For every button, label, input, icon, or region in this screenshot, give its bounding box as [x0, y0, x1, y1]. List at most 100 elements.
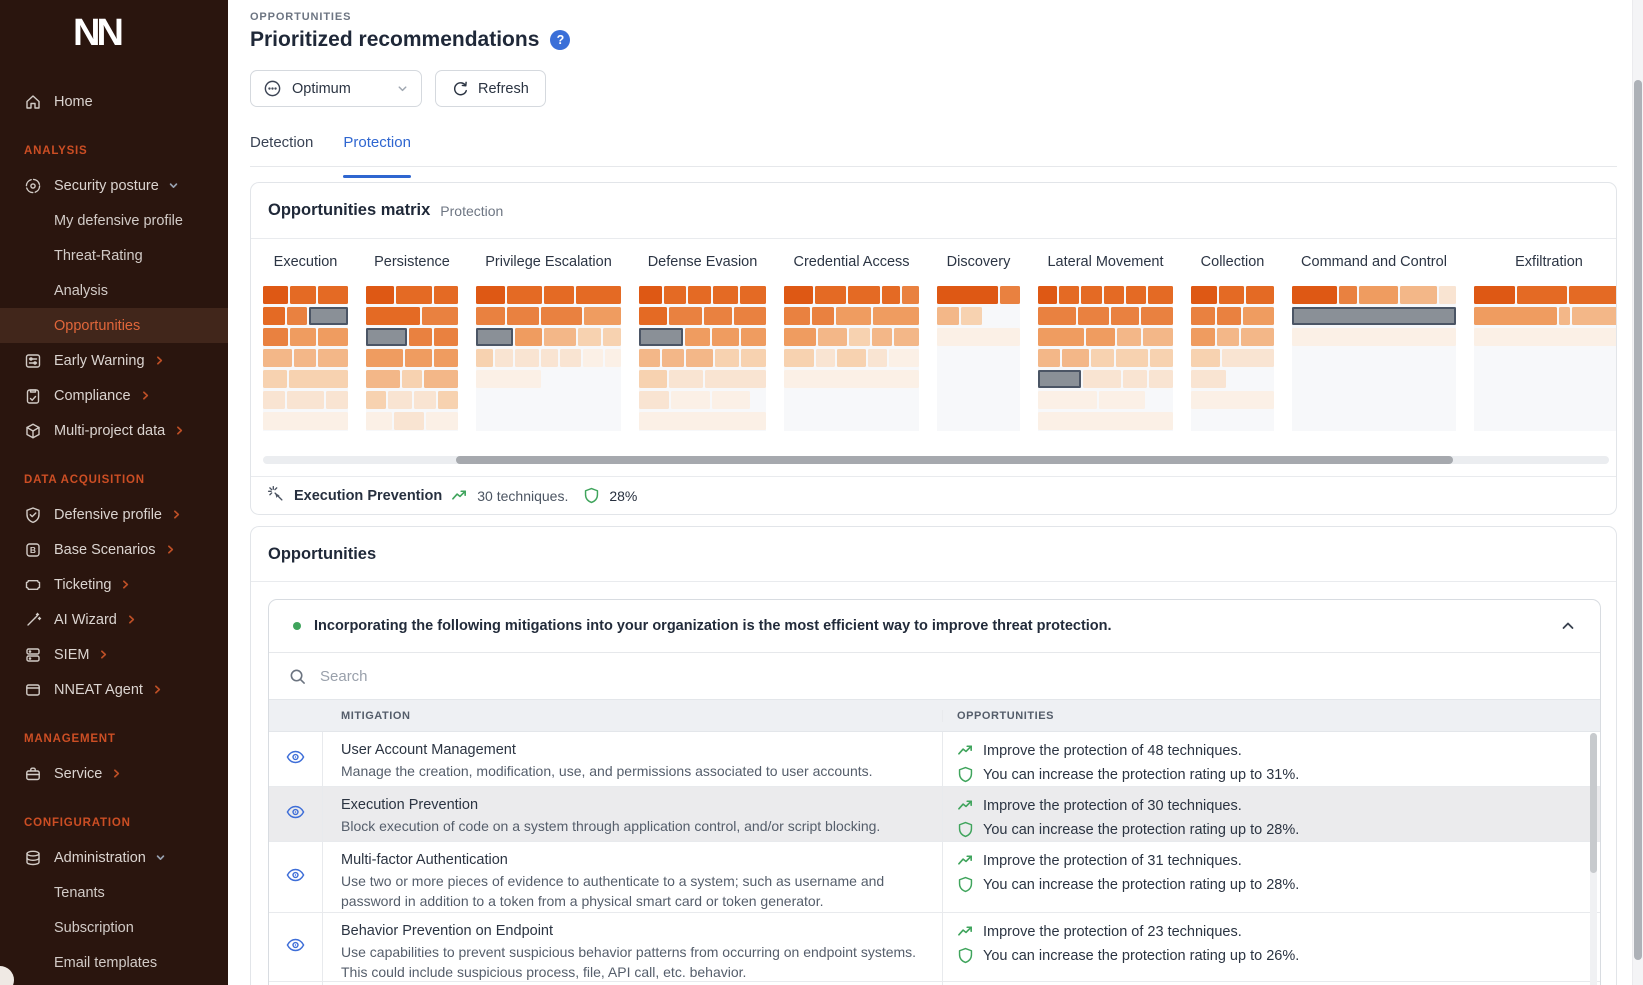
matrix-cell[interactable] [366, 307, 420, 325]
matrix-cell[interactable] [894, 328, 919, 346]
matrix-cell[interactable] [1517, 286, 1567, 304]
sidebar-item-early-warning[interactable]: Early Warning [0, 343, 228, 378]
matrix-cell[interactable] [559, 349, 581, 367]
sidebar-item-analysis[interactable]: Analysis [0, 273, 228, 308]
matrix-cell[interactable] [1217, 328, 1239, 346]
matrix-cell[interactable] [1090, 349, 1115, 367]
mitigation-row-behavior-prevention-on-endpoint[interactable]: Behavior Prevention on Endpoint Use capab… [269, 913, 1600, 982]
matrix-cell[interactable] [317, 286, 348, 304]
matrix-cell[interactable] [290, 286, 316, 304]
matrix-cell[interactable] [847, 286, 881, 304]
matrix-cell[interactable] [888, 349, 919, 367]
table-vertical-scrollbar[interactable] [1590, 733, 1597, 985]
matrix-cell[interactable] [1191, 286, 1217, 304]
matrix-cell[interactable] [704, 370, 766, 388]
matrix-cell[interactable] [867, 349, 887, 367]
matrix-cell[interactable] [1240, 328, 1274, 346]
matrix-horizontal-scrollbar[interactable] [263, 456, 1609, 464]
mode-select[interactable]: Optimum [250, 70, 422, 107]
matrix-cell[interactable] [937, 328, 1020, 346]
matrix-cell[interactable] [714, 349, 740, 367]
matrix-cell[interactable] [1077, 307, 1110, 325]
matrix-cell[interactable] [686, 349, 713, 367]
matrix-cell[interactable] [1558, 307, 1570, 325]
matrix-cell[interactable] [818, 328, 847, 346]
matrix-cell[interactable] [263, 370, 288, 388]
matrix-cell[interactable] [733, 307, 766, 325]
matrix-cell[interactable] [326, 391, 348, 409]
matrix-cell[interactable] [1116, 349, 1148, 367]
matrix-cell[interactable] [424, 370, 458, 388]
matrix-cell[interactable] [317, 349, 348, 367]
matrix-cell[interactable] [784, 370, 919, 388]
search-bar[interactable] [269, 652, 1600, 699]
matrix-cell[interactable] [437, 391, 458, 409]
matrix-cell[interactable] [583, 307, 621, 325]
matrix-cell[interactable] [476, 328, 514, 346]
matrix-cell[interactable] [366, 286, 395, 304]
matrix-cell[interactable] [1059, 286, 1080, 304]
eye-icon[interactable] [286, 805, 305, 824]
matrix-cell[interactable] [1038, 307, 1076, 325]
matrix-cell[interactable] [426, 412, 458, 430]
matrix-cell[interactable] [639, 307, 668, 325]
matrix-cell[interactable] [401, 370, 423, 388]
matrix-cell[interactable] [1246, 286, 1274, 304]
matrix-cell[interactable] [576, 286, 621, 304]
chevron-up-icon[interactable] [1560, 618, 1576, 634]
matrix-cell[interactable] [685, 328, 711, 346]
matrix-cell[interactable] [784, 307, 810, 325]
matrix-cell[interactable] [1141, 307, 1173, 325]
matrix-cell[interactable] [712, 328, 740, 346]
matrix-cell[interactable] [835, 307, 872, 325]
table-scrollbar-thumb[interactable] [1590, 733, 1597, 873]
sidebar-item-tenants[interactable]: Tenants [0, 875, 228, 910]
matrix-cell[interactable] [1338, 286, 1358, 304]
matrix-cell[interactable] [1111, 307, 1140, 325]
matrix-cell[interactable] [1143, 328, 1173, 346]
matrix-cell[interactable] [639, 349, 660, 367]
matrix-cell[interactable] [433, 328, 458, 346]
matrix-cell[interactable] [784, 286, 813, 304]
matrix-cell[interactable] [937, 307, 959, 325]
matrix-cell[interactable] [476, 349, 494, 367]
matrix-cell[interactable] [1038, 412, 1173, 430]
matrix-cell[interactable] [1191, 328, 1216, 346]
matrix-cell[interactable] [476, 370, 542, 388]
matrix-cell[interactable] [366, 328, 408, 346]
sidebar-item-ticketing[interactable]: Ticketing [0, 567, 228, 602]
matrix-cell[interactable] [1222, 349, 1274, 367]
matrix-cell[interactable] [1149, 370, 1173, 388]
mitigation-row-filter-network-traffic[interactable]: Filter Network TrafficImprove the protec… [269, 982, 1600, 985]
matrix-cell[interactable] [540, 349, 558, 367]
sidebar-item-siem[interactable]: SIEM [0, 637, 228, 672]
mitigation-row-user-account-management[interactable]: User Account Management Manage the creati… [269, 732, 1600, 787]
matrix-cell[interactable] [476, 286, 505, 304]
matrix-cell[interactable] [1292, 307, 1456, 325]
matrix-cell[interactable] [901, 286, 919, 304]
matrix-cell[interactable] [661, 349, 685, 367]
sidebar-item-administration[interactable]: Administration [0, 840, 228, 875]
sidebar-item-base-scenarios[interactable]: B Base Scenarios [0, 532, 228, 567]
matrix-cell[interactable] [811, 307, 834, 325]
sidebar-item-ai-wizard[interactable]: AI Wizard [0, 602, 228, 637]
matrix-cell[interactable] [263, 412, 348, 430]
sidebar-item-defensive-profile[interactable]: Defensive profile [0, 497, 228, 532]
eye-icon[interactable] [286, 868, 305, 887]
matrix-cell[interactable] [263, 286, 289, 304]
matrix-cell[interactable] [1242, 307, 1274, 325]
matrix-cell[interactable] [1292, 328, 1456, 346]
matrix-cell[interactable] [741, 349, 766, 367]
matrix-cell[interactable] [317, 328, 348, 346]
matrix-cell[interactable] [1474, 328, 1616, 346]
matrix-cell[interactable] [663, 286, 687, 304]
matrix-cell[interactable] [515, 328, 543, 346]
matrix-cell[interactable] [784, 328, 817, 346]
matrix-cell[interactable] [506, 286, 543, 304]
matrix-cell[interactable] [1125, 286, 1146, 304]
sidebar-collapse-button[interactable] [0, 966, 14, 985]
matrix-cell[interactable] [263, 328, 289, 346]
matrix-cell[interactable] [293, 349, 316, 367]
matrix-cell[interactable] [366, 391, 387, 409]
eye-icon[interactable] [286, 938, 305, 957]
